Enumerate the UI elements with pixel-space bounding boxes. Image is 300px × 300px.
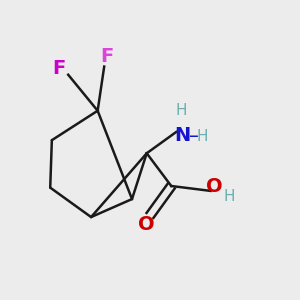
Text: –: – xyxy=(189,127,199,146)
Text: N: N xyxy=(175,126,191,145)
Text: F: F xyxy=(100,47,113,66)
Text: H: H xyxy=(175,103,187,118)
Text: F: F xyxy=(52,59,65,78)
Text: H: H xyxy=(224,189,235,204)
Text: H: H xyxy=(196,129,208,144)
Text: O: O xyxy=(206,178,223,196)
Text: O: O xyxy=(138,215,155,234)
